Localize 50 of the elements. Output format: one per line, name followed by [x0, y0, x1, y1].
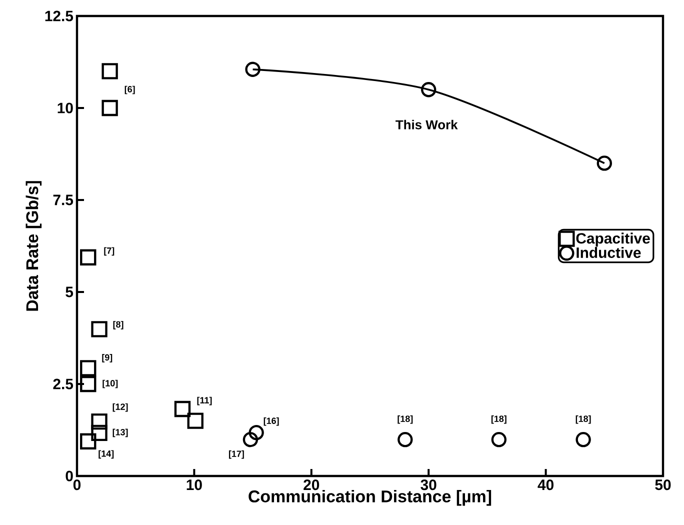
- y-tick-label: 5: [66, 286, 74, 298]
- annotation: [8]: [113, 320, 124, 330]
- point: [398, 432, 413, 448]
- annotation: [16]: [264, 417, 279, 426]
- annotation: [7]: [104, 247, 114, 256]
- point: [187, 412, 204, 429]
- point: [91, 413, 108, 430]
- annotation: [17]: [228, 450, 244, 459]
- annotation: [18]: [576, 415, 591, 424]
- y-tick-label: 7.5: [53, 194, 74, 206]
- y-tick-label: 12.5: [45, 10, 74, 22]
- annotation: [12]: [112, 403, 128, 412]
- legend-label: Inductive: [576, 246, 641, 258]
- x-tick-label: 50: [655, 480, 671, 490]
- point: [491, 432, 507, 448]
- point: [91, 321, 108, 338]
- y-axis-title: Data Rate [Gb/s]: [26, 181, 42, 311]
- point: [91, 424, 108, 442]
- x-axis-title: Communication Distance [µm]: [248, 490, 492, 506]
- point: [576, 432, 591, 448]
- annotation: [6]: [124, 86, 135, 94]
- point: [80, 433, 96, 450]
- y-tick-label: 2.5: [53, 378, 74, 390]
- point: [248, 424, 264, 440]
- y-tick-label: 10: [58, 102, 73, 114]
- x-tick-label: 40: [538, 480, 554, 490]
- point: [80, 249, 96, 266]
- point: [245, 62, 260, 77]
- point: [174, 400, 191, 418]
- point: [80, 376, 96, 392]
- annotation: [18]: [491, 415, 506, 424]
- x-tick-label: 10: [186, 480, 202, 490]
- x-tick-label: 20: [304, 480, 320, 490]
- point: [596, 156, 612, 171]
- point: [102, 100, 118, 116]
- y-tick-label: 0: [66, 470, 73, 482]
- annotation: [10]: [102, 380, 118, 388]
- point: [421, 82, 436, 98]
- annotation: [13]: [112, 428, 128, 438]
- annotation: [9]: [102, 354, 112, 362]
- annotation: [14]: [98, 450, 114, 459]
- x-tick-label: 30: [420, 480, 436, 490]
- point: [80, 360, 96, 376]
- x-tick-label: 0: [73, 480, 81, 490]
- point: [102, 63, 118, 80]
- point: [242, 432, 258, 448]
- annotation: [18]: [398, 415, 413, 424]
- annotation: This Work: [396, 120, 458, 130]
- annotation: [11]: [197, 396, 212, 406]
- legend-label: Capacitive: [576, 232, 650, 247]
